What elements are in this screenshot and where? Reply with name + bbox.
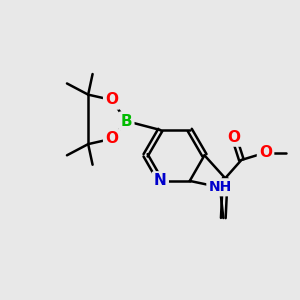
Text: O: O — [105, 131, 118, 146]
Text: NH: NH — [208, 180, 232, 194]
Text: O: O — [227, 130, 241, 145]
Text: O: O — [259, 145, 272, 160]
Text: N: N — [154, 173, 167, 188]
Text: O: O — [105, 92, 118, 107]
Text: B: B — [121, 114, 132, 129]
